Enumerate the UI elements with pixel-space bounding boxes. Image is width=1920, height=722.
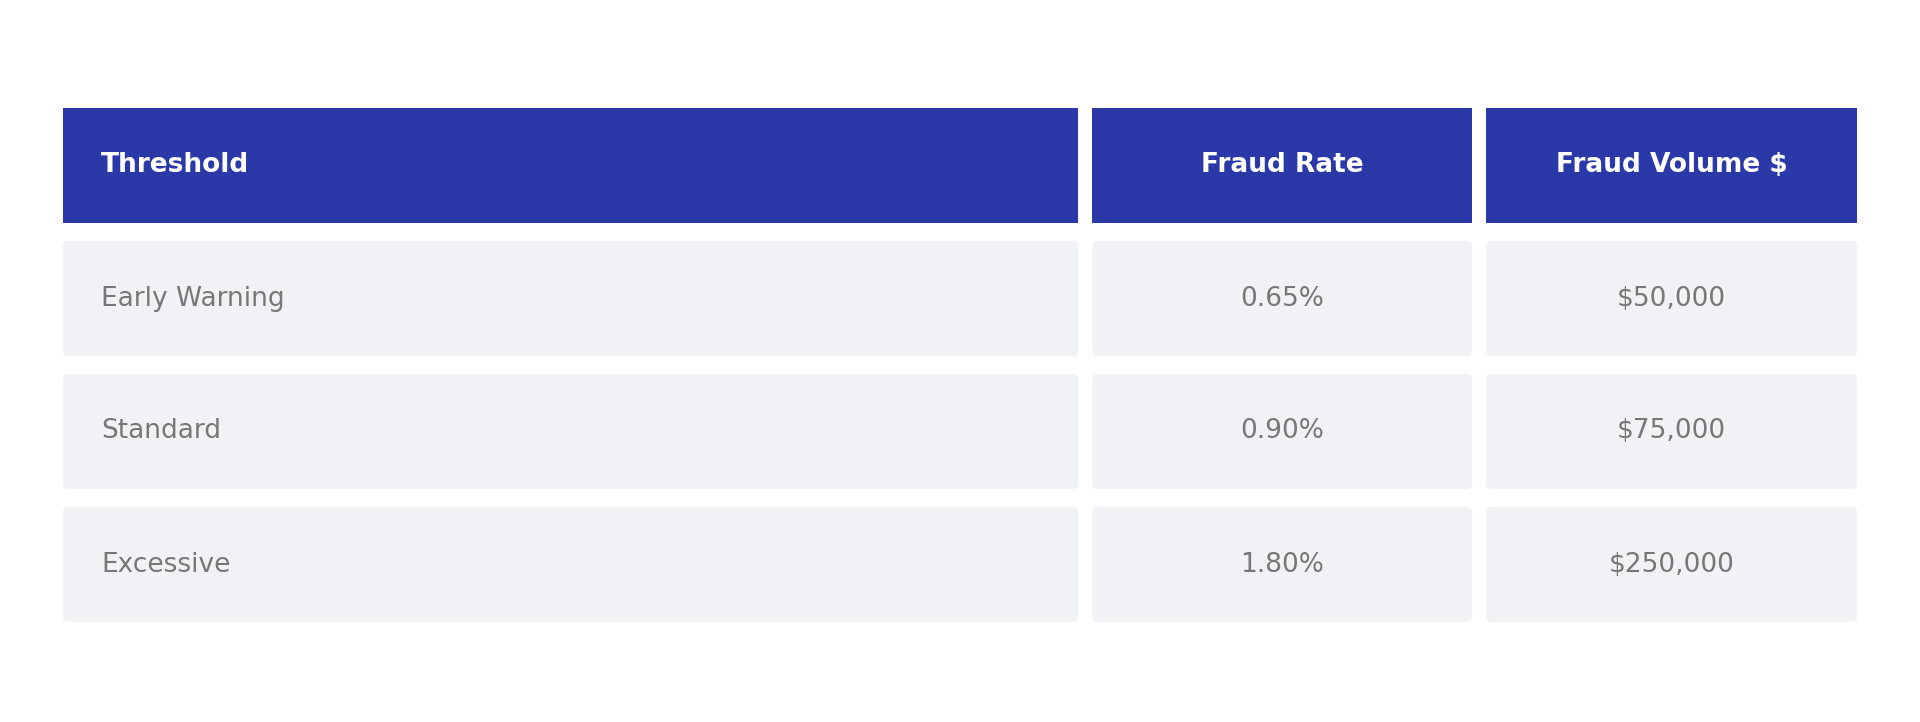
Text: Standard: Standard — [102, 419, 221, 445]
FancyBboxPatch shape — [1486, 241, 1857, 356]
Bar — [1092, 108, 1473, 223]
FancyBboxPatch shape — [1092, 374, 1473, 489]
FancyBboxPatch shape — [1092, 241, 1473, 356]
Text: Excessive: Excessive — [102, 552, 230, 578]
Text: Threshold: Threshold — [102, 152, 250, 178]
FancyBboxPatch shape — [1092, 507, 1473, 622]
Text: $250,000: $250,000 — [1609, 552, 1734, 578]
Text: Fraud Volume $: Fraud Volume $ — [1555, 152, 1788, 178]
Text: 1.80%: 1.80% — [1240, 552, 1325, 578]
Text: 0.65%: 0.65% — [1240, 285, 1325, 311]
Bar — [63, 108, 1079, 223]
FancyBboxPatch shape — [63, 507, 1079, 622]
Text: Early Warning: Early Warning — [102, 285, 284, 311]
FancyBboxPatch shape — [63, 241, 1079, 356]
Text: 0.90%: 0.90% — [1240, 419, 1325, 445]
FancyBboxPatch shape — [63, 374, 1079, 489]
Text: $75,000: $75,000 — [1617, 419, 1726, 445]
Text: Fraud Rate: Fraud Rate — [1202, 152, 1363, 178]
FancyBboxPatch shape — [1486, 374, 1857, 489]
Bar — [1486, 108, 1857, 223]
Text: $50,000: $50,000 — [1617, 285, 1726, 311]
FancyBboxPatch shape — [1486, 507, 1857, 622]
